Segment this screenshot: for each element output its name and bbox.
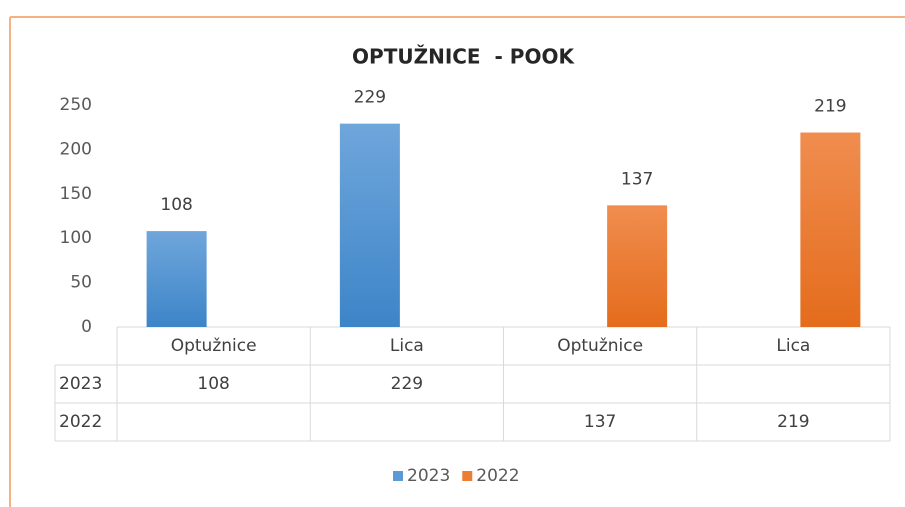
data-label: 137 [621,169,653,189]
bar [146,231,207,327]
table-row-label: 2023 [59,374,102,394]
data-label: 229 [354,88,386,108]
legend-label: 2022 [476,466,519,486]
x-tick-label: Lica [390,336,424,356]
x-tick-label: Optužnice [171,336,257,356]
data-label: 108 [160,195,192,215]
legend-swatch [393,471,403,481]
bar [607,205,668,327]
data-label: 219 [814,97,846,117]
table-cell: 229 [391,374,423,394]
x-tick-label: Optužnice [557,336,643,356]
legend-swatch [462,471,473,481]
y-tick-label: 100 [60,228,92,248]
table-cell: 219 [777,412,809,432]
y-tick-label: 250 [60,95,92,115]
legend-label: 2023 [407,466,450,486]
x-tick-label: Lica [776,336,810,356]
bar [800,132,861,327]
table-cell: 108 [197,374,229,394]
y-tick-label: 200 [60,139,92,159]
table-cell: 137 [584,412,616,432]
bar [339,123,400,327]
y-tick-label: 0 [81,317,92,337]
y-tick-label: 50 [70,273,92,293]
chart-title: OPTUŽNICE - POOK [352,45,575,69]
table-row-label: 2022 [59,412,102,432]
y-tick-label: 150 [60,184,92,204]
